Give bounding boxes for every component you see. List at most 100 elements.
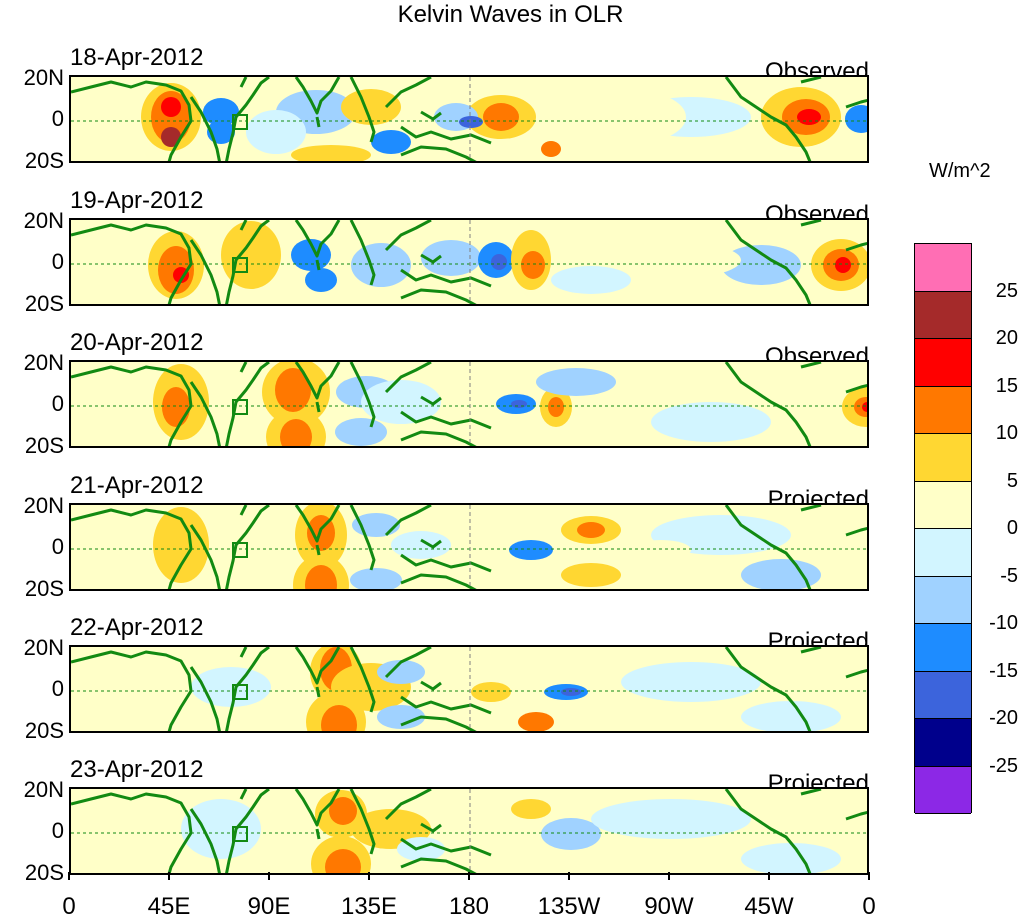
olr-anomaly-blob (541, 818, 601, 850)
coastline (800, 505, 822, 512)
coastline (384, 647, 432, 679)
colorbar-swatch (915, 719, 971, 767)
colorbar-label: 10 (995, 422, 1018, 444)
y-label-south: 20S (24, 860, 64, 885)
olr-anomaly-blob (541, 141, 561, 157)
y-label-south: 20S (24, 148, 64, 173)
coastline (239, 505, 248, 516)
y-label-equator: 0 (51, 676, 64, 701)
y-label-north: 20N (23, 208, 64, 233)
olr-anomaly-blob (371, 130, 411, 154)
olr-anomaly-blob (741, 843, 841, 873)
x-tick-label: 45E (147, 893, 191, 920)
coastline (400, 288, 477, 304)
coastline (294, 220, 341, 258)
coastline (189, 381, 221, 446)
olr-anomaly-blob (161, 127, 181, 147)
olr-anomaly-blob (741, 701, 841, 731)
olr-anomaly-blob (536, 368, 616, 396)
x-tick-label: 90W (644, 893, 694, 920)
coastline (315, 116, 321, 128)
coastline (400, 410, 492, 430)
x-tick-label: 135E (340, 893, 398, 920)
colorbar-swatch (915, 624, 971, 672)
coastline (400, 430, 477, 446)
coastline (315, 686, 321, 698)
olr-anomaly-blob (621, 662, 761, 702)
coastline (225, 220, 270, 304)
olr-anomaly-blob (305, 268, 337, 292)
panel-date: 21-Apr-2012 (70, 472, 204, 499)
colorbar-label: 20 (995, 327, 1018, 349)
colorbar-swatch (915, 576, 971, 624)
coastline (225, 789, 270, 873)
coastline (239, 220, 248, 231)
olr-anomaly-blob (518, 712, 554, 731)
olr-anomaly-blob (246, 110, 306, 154)
olr-anomaly-blob (561, 688, 581, 696)
olr-anomaly-blob (351, 243, 411, 287)
olr-anomaly-blob (854, 397, 867, 417)
coastline (71, 365, 193, 446)
coastline (845, 810, 867, 821)
coastline (845, 241, 867, 252)
y-label-south: 20S (24, 433, 64, 458)
olr-anomaly-blob (483, 103, 519, 131)
x-tick (768, 872, 770, 880)
olr-map-panel (69, 360, 869, 448)
colorbar-label: -10 (989, 612, 1018, 634)
coastline (420, 538, 442, 549)
olr-anomaly-blob (203, 98, 239, 126)
olr-anomaly-blob (548, 397, 564, 417)
panel-date: 23-Apr-2012 (70, 756, 204, 783)
y-label-equator: 0 (51, 249, 64, 274)
coastline (724, 505, 812, 589)
olr-anomaly-blob (862, 402, 867, 412)
coastline (400, 837, 492, 857)
olr-map-panel (69, 503, 869, 591)
colorbar (914, 243, 972, 814)
x-tick-label: 180 (448, 893, 490, 920)
y-label-north: 20N (23, 350, 64, 375)
olr-anomaly-blob (325, 849, 361, 873)
coastline (384, 789, 432, 821)
coastline (225, 77, 270, 161)
olr-anomaly-blob (631, 540, 691, 560)
coastline (349, 647, 376, 713)
coastline (400, 573, 477, 589)
coastline (315, 259, 321, 271)
coastline (225, 647, 270, 731)
olr-anomaly-blob (591, 799, 751, 839)
coastline (71, 80, 193, 161)
olr-anomaly-blob (291, 145, 371, 161)
coastline (400, 125, 492, 145)
y-label-south: 20S (24, 291, 64, 316)
panel-date: 19-Apr-2012 (70, 187, 204, 214)
panel-date: 20-Apr-2012 (70, 329, 204, 356)
olr-anomaly-blob (511, 799, 551, 819)
coastline (384, 505, 432, 537)
y-label-south: 20S (24, 576, 64, 601)
panel-date: 18-Apr-2012 (70, 44, 204, 71)
coastline (400, 695, 492, 715)
x-tick (668, 872, 670, 880)
coastline (400, 268, 492, 288)
coastline (189, 808, 221, 873)
colorbar-swatch (915, 481, 971, 529)
y-label-south: 20S (24, 718, 64, 743)
olr-anomaly-blob (377, 705, 425, 729)
coastline (420, 253, 442, 264)
coastline (420, 680, 442, 691)
colorbar-swatch (915, 671, 971, 719)
olr-anomaly-blob (721, 245, 801, 285)
x-tick (868, 872, 870, 880)
coastline (189, 524, 221, 589)
olr-anomaly-blob (741, 559, 821, 589)
coastline (189, 96, 221, 161)
olr-anomaly-blob (845, 105, 867, 133)
olr-anomaly-blob (350, 568, 402, 589)
colorbar-swatch (915, 339, 971, 387)
olr-anomaly-blob (162, 387, 190, 427)
olr-anomaly-blob (335, 418, 387, 446)
coastline (294, 789, 341, 827)
